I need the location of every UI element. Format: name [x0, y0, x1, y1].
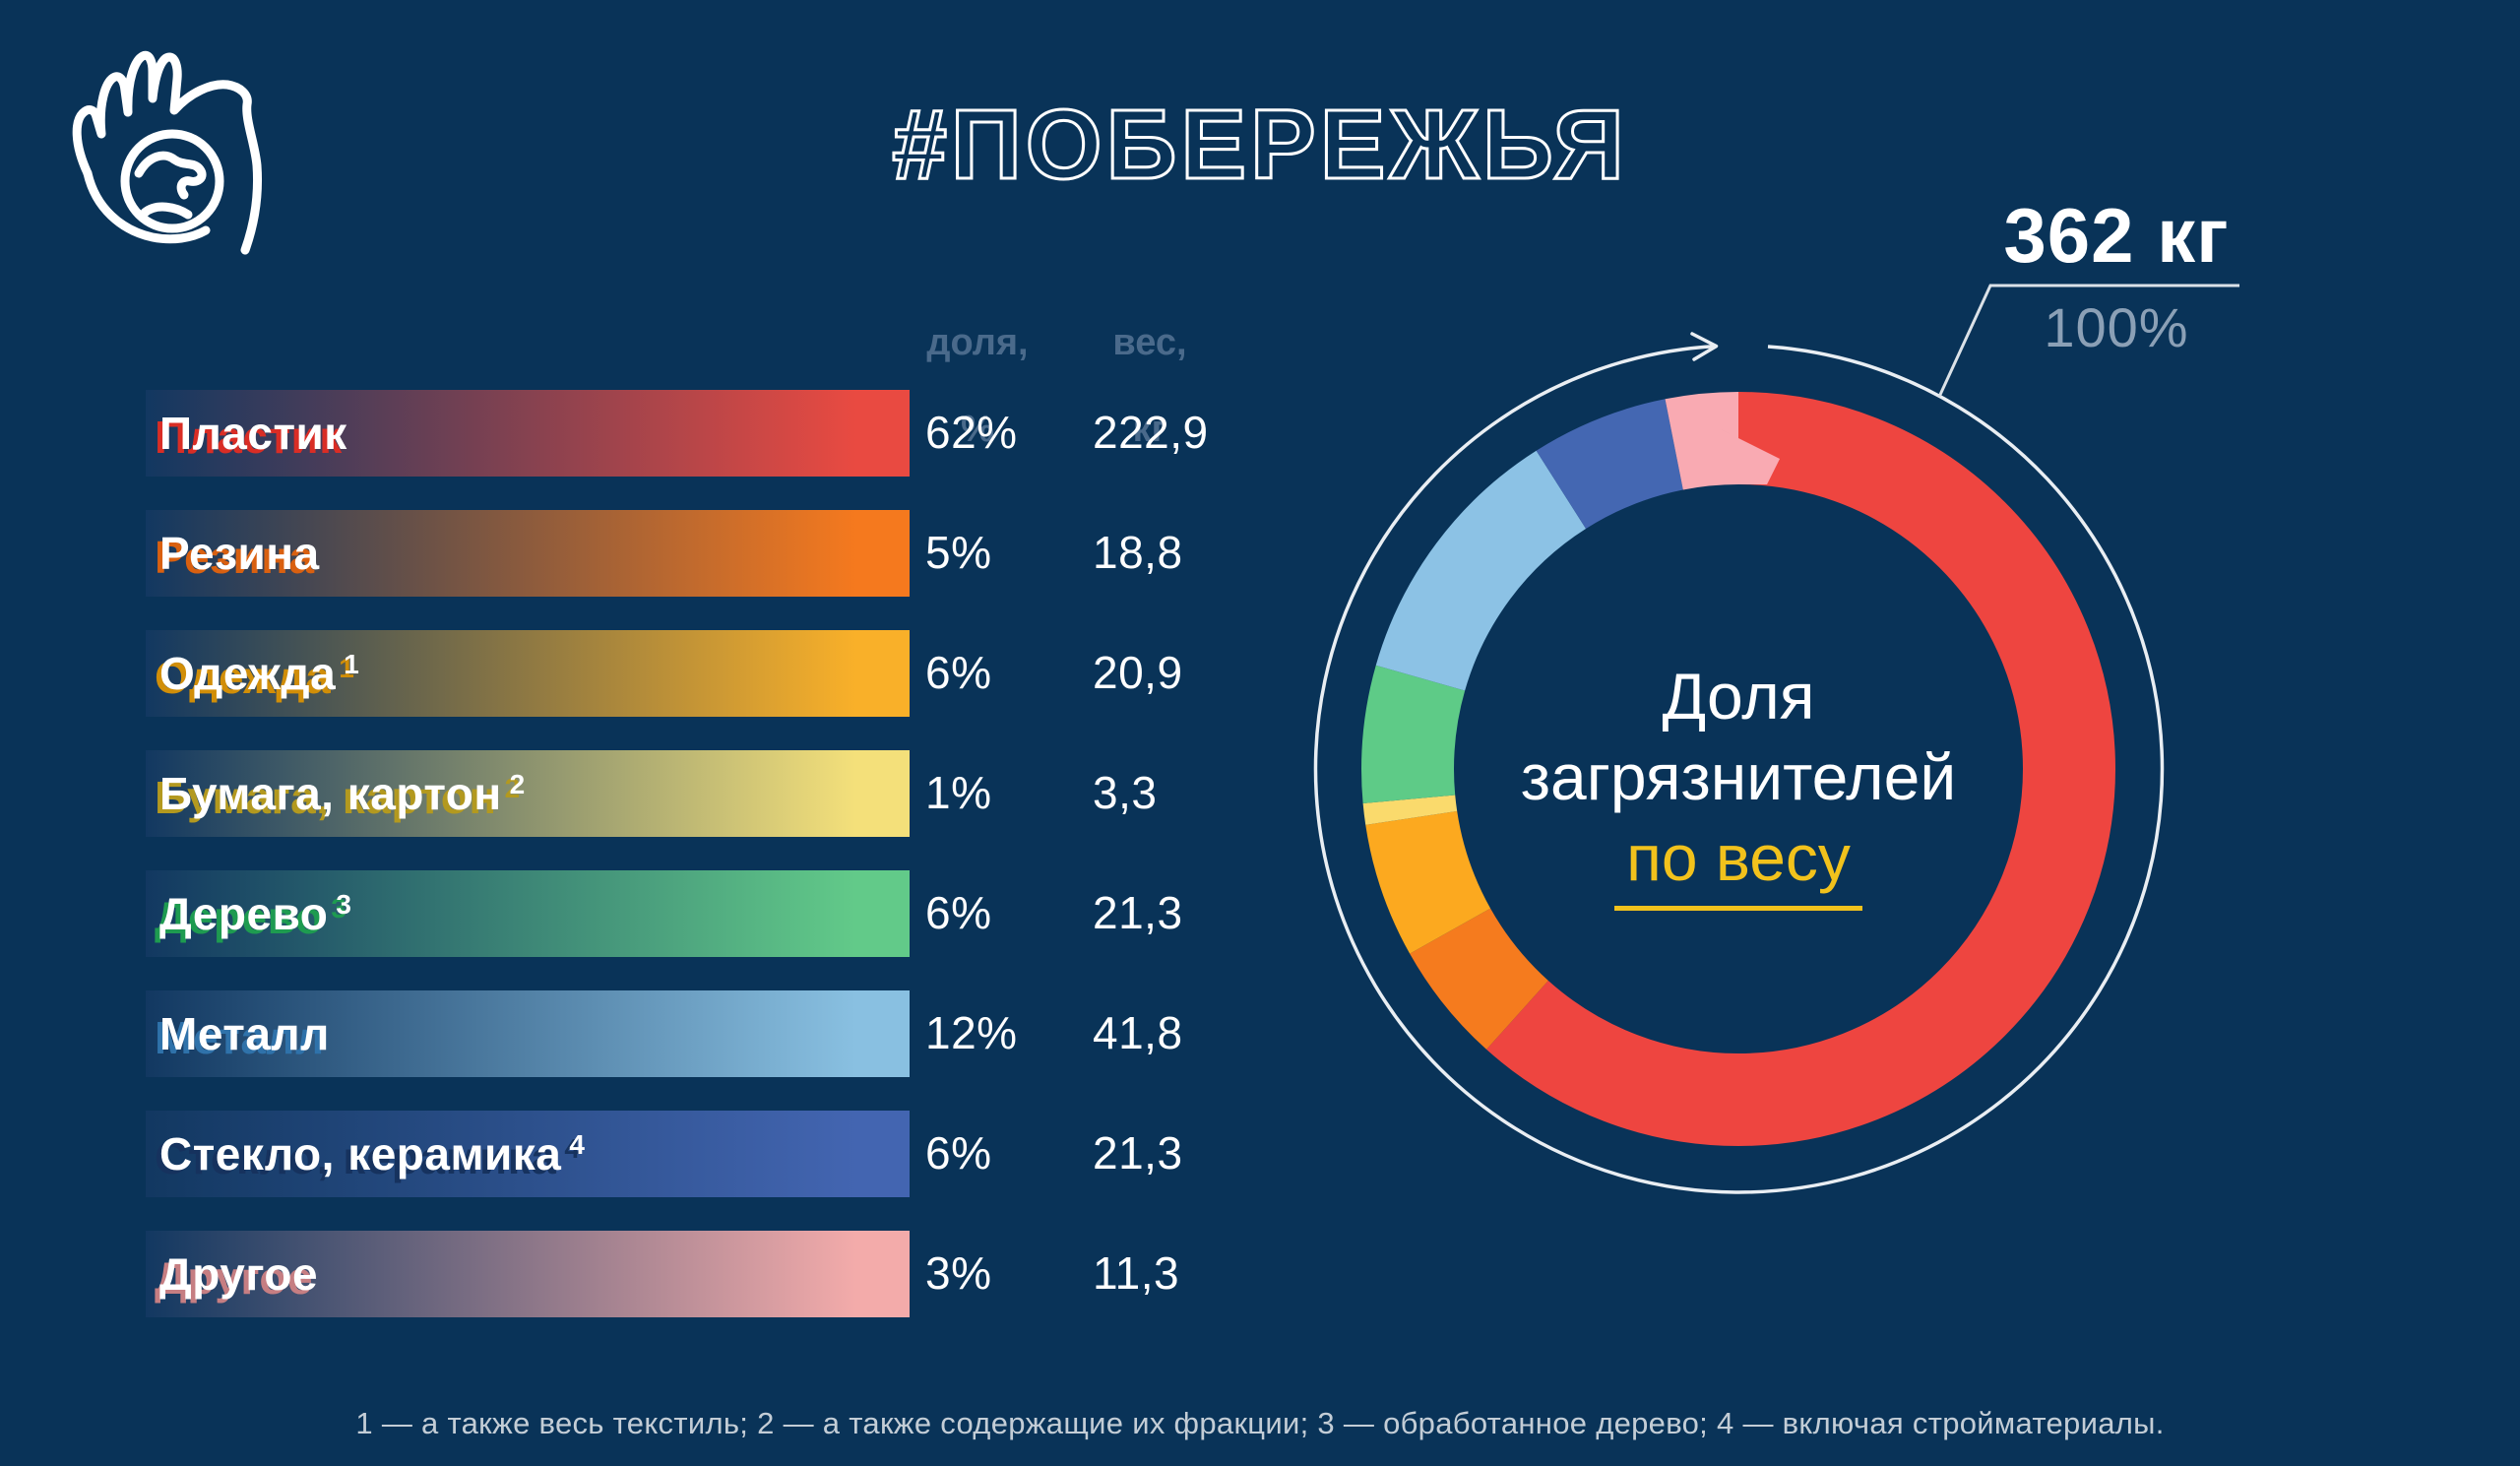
donut-chart	[1313, 332, 2165, 1194]
donut-segment	[1361, 392, 2115, 1146]
table-row: Резина 5% 18,8	[0, 510, 2520, 597]
table-row: Одежда 1 6% 20,9	[0, 630, 2520, 717]
donut-outline-circle	[1313, 344, 2165, 1194]
category-label: Резина	[159, 528, 320, 579]
category-label: Одежда 1	[159, 648, 360, 699]
category-label: Стекло, керамика 4	[159, 1128, 586, 1179]
weight-kg-value: 21,3	[1093, 887, 1183, 938]
category-bar: Металл	[146, 990, 910, 1077]
share-percent-value: 1%	[925, 767, 992, 818]
share-percent-value: 3%	[925, 1247, 992, 1299]
category-bar: Бумага, картон 2	[146, 750, 910, 837]
donut-center-text: Доля загрязнителей по весу	[1394, 656, 2083, 911]
weight-kg-value: 222,9	[1093, 407, 1209, 458]
footnote-marker: 1	[344, 648, 360, 679]
category-label: Металл	[159, 1008, 330, 1059]
share-percent-value: 12%	[925, 1007, 1018, 1058]
weight-kg-value: 18,8	[1093, 527, 1183, 578]
category-label: Бумага, картон 2	[159, 768, 526, 819]
center-line-1: Доля	[1662, 660, 1815, 733]
category-bar: Одежда 1	[146, 630, 910, 717]
total-weight-label: 362 кг	[2003, 192, 2230, 279]
hand-holding-globe-icon	[72, 50, 262, 255]
weight-kg-value: 11,3	[1093, 1247, 1180, 1299]
donut-segment	[1361, 392, 2115, 1146]
category-bar: Пластик	[146, 390, 910, 477]
table-row: Металл 12% 41,8	[0, 990, 2520, 1077]
table-row: Стекло, керамика 4 6% 21,3	[0, 1111, 2520, 1197]
center-line-2: загрязнителей	[1520, 740, 1957, 813]
category-label: Другое	[159, 1248, 319, 1300]
column-header-weight: вес, кг	[1112, 322, 1187, 450]
table-row: Другое 3% 11,3	[0, 1231, 2520, 1317]
share-percent-value: 6%	[925, 647, 992, 698]
footnote: 1 — а также весь текстиль; 2 — а также с…	[355, 1406, 2165, 1440]
page-title: #ПОБЕРЕЖЬЯ	[891, 89, 1628, 202]
share-percent-value: 6%	[925, 1127, 992, 1179]
weight-kg-value: 20,9	[1093, 647, 1183, 698]
center-line-3-highlight: по весу	[1614, 817, 1862, 911]
category-label: Дерево 3	[159, 888, 352, 939]
share-percent-value: 6%	[925, 887, 992, 938]
weight-kg-value: 21,3	[1093, 1127, 1183, 1179]
column-header-share: доля, %	[926, 322, 1029, 450]
share-percent-value: 62%	[925, 407, 1018, 458]
footnote-marker: 4	[569, 1128, 586, 1160]
total-percent-label: 100%	[2044, 296, 2189, 358]
clockwise-arrow-icon	[1690, 332, 1719, 361]
footnote-marker: 2	[509, 768, 526, 799]
category-bar: Дерево 3	[146, 870, 910, 957]
table-row: Дерево 3 6% 21,3	[0, 870, 2520, 957]
table-row: Бумага, картон 2 1% 3,3	[0, 750, 2520, 837]
weight-kg-value: 3,3	[1093, 767, 1158, 818]
table-row: Пластик 62% 222,9	[0, 390, 2520, 477]
category-bar: Другое	[146, 1231, 910, 1317]
share-percent-value: 5%	[925, 527, 992, 578]
category-label: Пластик	[159, 408, 347, 459]
category-bar: Стекло, керамика 4	[146, 1111, 910, 1197]
category-bar: Резина	[146, 510, 910, 597]
footnote-marker: 3	[336, 888, 352, 920]
weight-kg-value: 41,8	[1093, 1007, 1183, 1058]
